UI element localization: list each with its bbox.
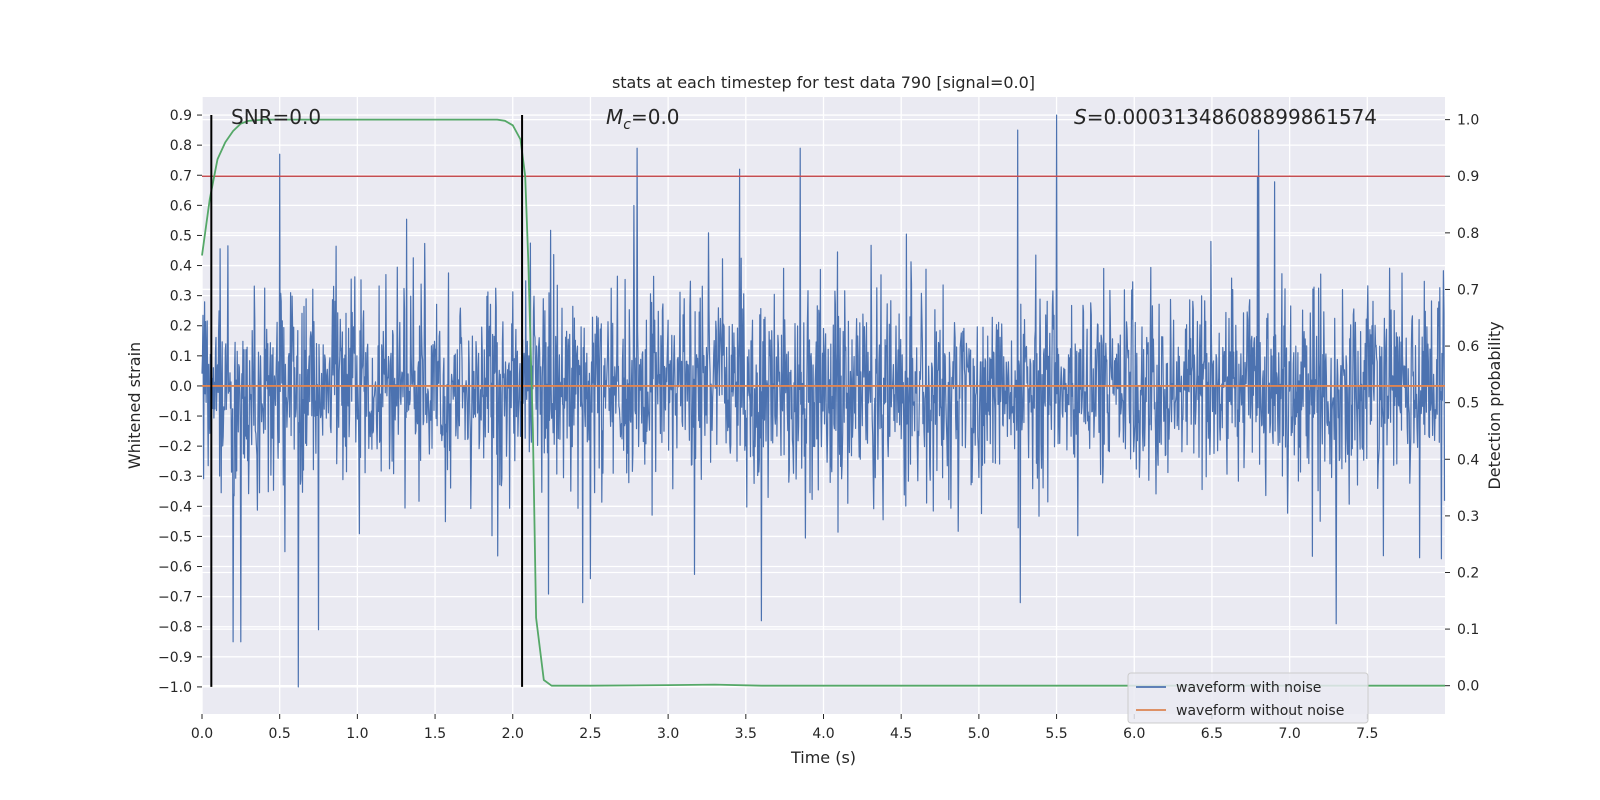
y-tick-label: 0.1 <box>170 349 192 365</box>
y-tick-label: 0.8 <box>170 138 192 154</box>
y-tick-label: 0.3 <box>170 289 192 305</box>
x-tick-label: 7.0 <box>1278 726 1300 742</box>
y-right-tick-label: 1.0 <box>1457 113 1479 129</box>
y-tick-label: −0.6 <box>158 560 192 576</box>
legend-label-0: waveform with noise <box>1176 680 1321 696</box>
y-right-tick-label: 0.0 <box>1457 679 1479 695</box>
y-tick-label: −0.3 <box>158 469 192 485</box>
x-tick-label: 0.0 <box>191 726 213 742</box>
y-tick-label: −0.7 <box>158 590 192 606</box>
x-tick-label: 1.5 <box>424 726 446 742</box>
x-tick-label: 0.5 <box>269 726 291 742</box>
y-axis-label: Whitened strain <box>125 342 144 469</box>
y-right-tick-label: 0.2 <box>1457 565 1479 581</box>
y-tick-label: 0.0 <box>170 379 192 395</box>
y-tick-label: −0.1 <box>158 409 192 425</box>
series-waveform-with-noise <box>201 114 1446 688</box>
annotation-score: S=0.00031348608899861574 <box>1074 105 1377 129</box>
x-tick-label: 2.0 <box>502 726 524 742</box>
y-right-tick-label: 0.4 <box>1457 452 1479 468</box>
y-right-tick-label: 0.9 <box>1457 169 1479 185</box>
annotation-chirp-mass-symbol: M <box>606 105 623 129</box>
x-tick-label: 4.0 <box>812 726 834 742</box>
y-tick-label: 0.2 <box>170 319 192 335</box>
y-tick-label: 0.7 <box>170 168 192 184</box>
x-tick-label: 6.0 <box>1123 726 1145 742</box>
y-tick-label: −0.8 <box>158 620 192 636</box>
chart-title: stats at each timestep for test data 790… <box>612 73 1035 92</box>
x-tick-label: 4.5 <box>890 726 912 742</box>
y-tick-label: −1.0 <box>158 680 192 696</box>
y-tick-label: 0.5 <box>170 228 192 244</box>
y-right-tick-label: 0.1 <box>1457 622 1479 638</box>
y-right-axis-label: Detection probability <box>1485 321 1504 489</box>
annotation-chirp-mass-subscript: c <box>623 117 631 133</box>
y-tick-label: 0.6 <box>170 198 192 214</box>
y-tick-label: −0.2 <box>158 439 192 455</box>
y-tick-label: −0.5 <box>158 529 192 545</box>
annotation-chirp-mass-value: =0.0 <box>631 105 680 129</box>
x-axis-label: Time (s) <box>790 748 856 767</box>
y-right-tick-label: 0.6 <box>1457 339 1479 355</box>
legend-label-1: waveform without noise <box>1176 703 1344 719</box>
x-tick-label: 5.5 <box>1045 726 1067 742</box>
y-right-tick-label: 0.3 <box>1457 509 1479 525</box>
y-right-tick-label: 0.8 <box>1457 226 1479 242</box>
y-tick-label: −0.4 <box>158 499 192 515</box>
y-right-tick-label: 0.7 <box>1457 282 1479 298</box>
y-tick-label: 0.4 <box>170 259 192 275</box>
x-tick-label: 2.5 <box>579 726 601 742</box>
y-right-tick-label: 0.5 <box>1457 396 1479 412</box>
annotation-score-value: =0.00031348608899861574 <box>1087 105 1377 129</box>
annotation-chirp-mass: Mc=0.0 <box>606 105 680 133</box>
y-tick-label: −0.9 <box>158 650 192 666</box>
annotation-score-symbol: S <box>1074 105 1087 129</box>
x-tick-label: 3.5 <box>735 726 757 742</box>
annotation-snr: SNR=0.0 <box>231 105 321 129</box>
y-tick-label: 0.9 <box>170 108 192 124</box>
x-tick-label: 7.5 <box>1356 726 1378 742</box>
x-tick-label: 5.0 <box>968 726 990 742</box>
x-tick-label: 1.0 <box>346 726 368 742</box>
legend-box <box>1127 672 1369 724</box>
x-tick-label: 6.5 <box>1201 726 1223 742</box>
x-tick-label: 3.0 <box>657 726 679 742</box>
series-detection-probability <box>201 118 1445 687</box>
